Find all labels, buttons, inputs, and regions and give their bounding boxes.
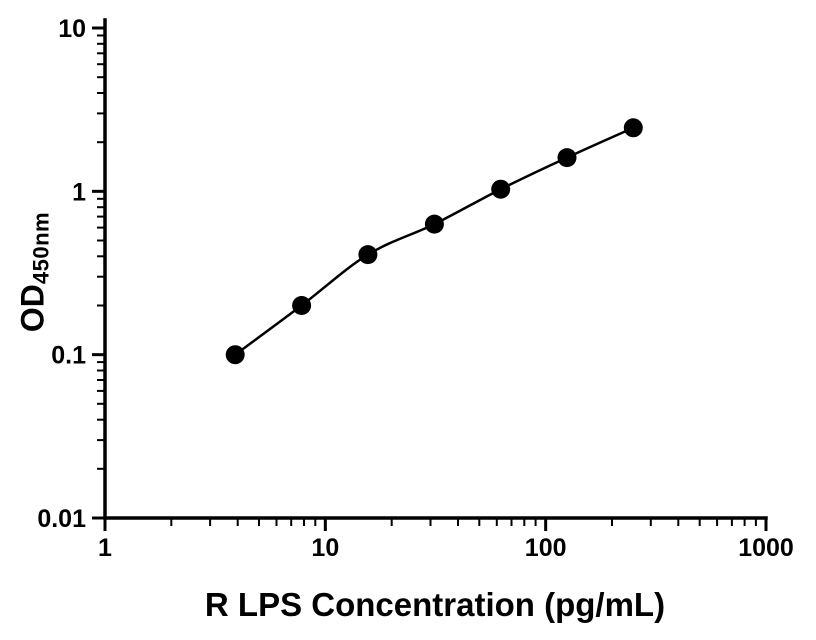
data-point [557, 148, 577, 168]
y-axis-title: OD450nm [14, 211, 54, 333]
y-tick-label: 0.1 [51, 342, 86, 370]
axis-spine [103, 18, 768, 520]
y-tick-label: 1 [72, 178, 86, 206]
y-tick-label: 10 [58, 15, 86, 43]
data-point [491, 179, 511, 199]
data-point [292, 296, 312, 315]
x-axis-title: R LPS Concentration (pg/mL) [204, 586, 666, 623]
data-point [225, 345, 245, 365]
x-tick-label: 1 [98, 534, 112, 562]
y-tick-label: 0.01 [37, 505, 86, 533]
data-point [623, 118, 643, 138]
data-point [424, 214, 444, 234]
x-tick-label: 10 [311, 534, 339, 562]
x-tick-label: 100 [525, 534, 567, 562]
data-point [358, 245, 378, 265]
y-axis-title-main: OD [14, 284, 51, 333]
y-axis-title-subscript: 450nm [28, 211, 54, 285]
x-tick-label: 1000 [738, 534, 794, 562]
